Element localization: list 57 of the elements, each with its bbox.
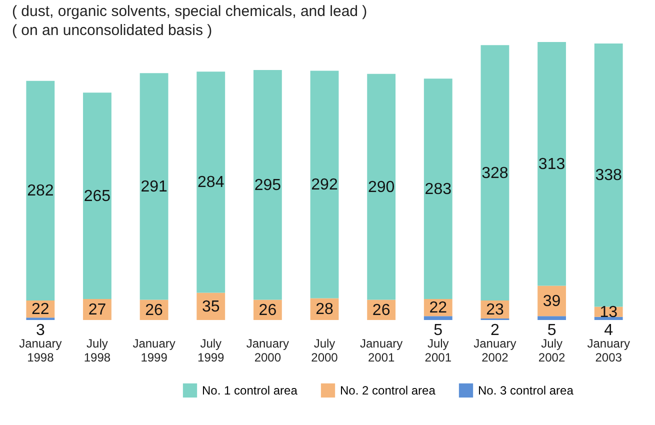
- data-label: 295: [254, 176, 282, 194]
- bar: [424, 316, 452, 320]
- bar: [480, 45, 510, 301]
- bar: [594, 316, 623, 320]
- bar: [424, 78, 452, 299]
- data-label: 4: [604, 322, 614, 339]
- data-label: 313: [538, 156, 566, 173]
- data-label: 13: [600, 304, 618, 321]
- bar: [140, 73, 168, 300]
- data-label: 283: [424, 180, 452, 198]
- bar: [594, 44, 623, 307]
- data-label: 2: [490, 322, 500, 339]
- text: ( on an unconsolidated basis ): [12, 22, 212, 39]
- x-tick-label: January 2003: [587, 336, 630, 364]
- x-tick-label: January 1998: [19, 336, 62, 364]
- data-label: 5: [434, 322, 443, 339]
- data-label: 28: [316, 301, 334, 318]
- bar: [310, 70, 339, 298]
- x-tick-label: January 1999: [132, 336, 176, 364]
- data-label: 290: [368, 178, 395, 196]
- x-tick-label: January 2000: [246, 336, 290, 364]
- data-label: 3: [36, 322, 45, 339]
- bar: [26, 80, 55, 301]
- data-label: 23: [486, 301, 504, 318]
- x-tick-label: January 2002: [474, 336, 516, 364]
- x-tick-label: July 2001: [424, 336, 452, 364]
- text: ( dust, organic solvents, special chemicals, and lead ): [12, 3, 368, 20]
- bar: [538, 316, 566, 320]
- legend-label: No. 1 control area: [202, 383, 298, 398]
- legend-label: No. 2 control area: [340, 383, 436, 398]
- data-label: 284: [198, 174, 224, 192]
- data-label: 26: [258, 302, 277, 319]
- legend-label: No. 3 control area: [478, 383, 574, 398]
- data-label: 27: [88, 301, 106, 318]
- data-label: 22: [429, 300, 448, 317]
- bar: [538, 42, 566, 286]
- bar: [253, 70, 282, 300]
- data-label: 338: [595, 167, 622, 184]
- data-label: 265: [84, 188, 111, 205]
- data-label: 26: [145, 302, 164, 319]
- data-label: 5: [547, 322, 556, 339]
- data-label: 328: [482, 164, 508, 182]
- bar: [367, 74, 396, 300]
- x-tick-label: July 1998: [84, 336, 111, 364]
- x-tick-label: January 2001: [360, 336, 403, 364]
- data-label: 26: [372, 302, 390, 319]
- data-label: 22: [32, 301, 50, 318]
- x-tick-label: July 2000: [311, 336, 338, 364]
- data-label: 35: [202, 298, 220, 316]
- bar: [83, 92, 112, 299]
- data-label: 39: [542, 292, 561, 310]
- bar: [196, 72, 226, 293]
- data-label: 291: [140, 178, 168, 196]
- data-label: 292: [311, 176, 338, 194]
- x-tick-label: July 2002: [538, 336, 566, 364]
- x-tick-label: July 1999: [198, 336, 225, 364]
- data-label: 282: [27, 182, 54, 200]
